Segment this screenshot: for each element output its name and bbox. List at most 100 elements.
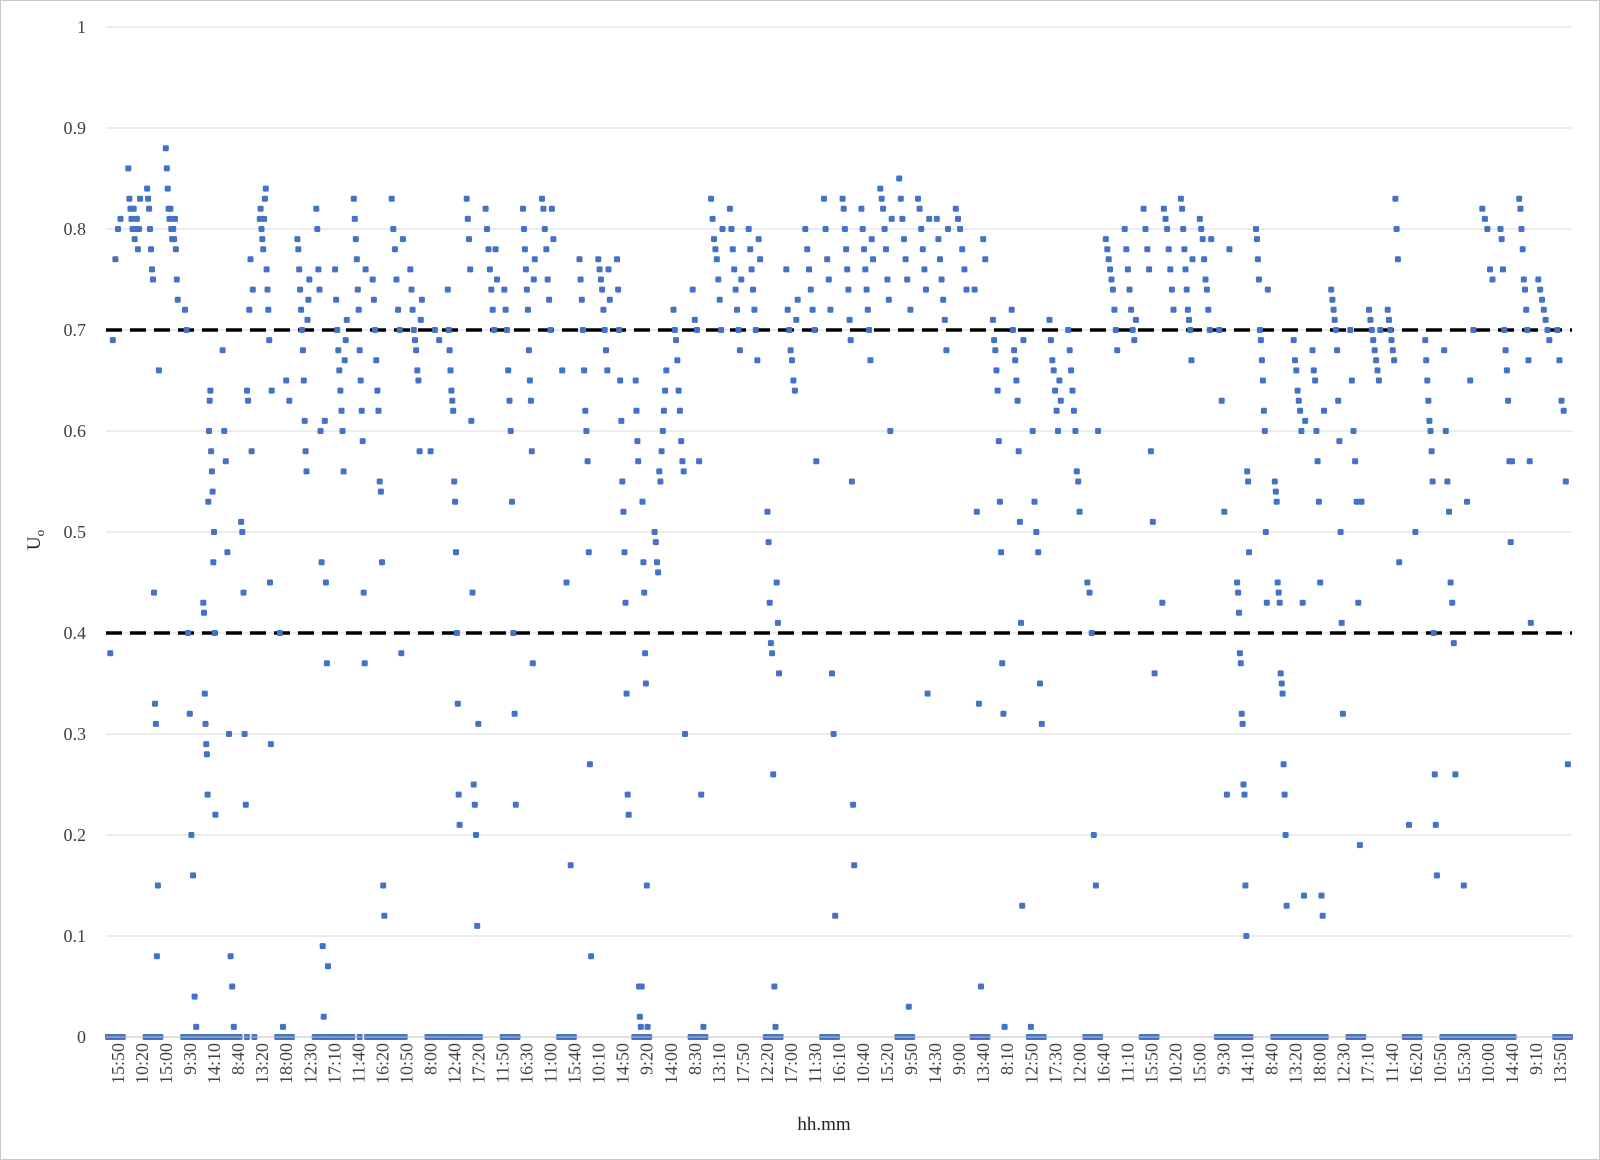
- data-point: [1165, 246, 1172, 253]
- x-tick-label: 16:40: [1093, 1043, 1113, 1084]
- x-tick-label: 13:20: [1286, 1043, 1306, 1084]
- data-point: [1253, 226, 1259, 232]
- data-point: [1196, 215, 1203, 222]
- data-point: [603, 347, 609, 354]
- data-point: [921, 266, 928, 273]
- data-point: [1202, 276, 1209, 283]
- data-point: [186, 710, 193, 717]
- x-tick-label: 9:50: [901, 1043, 921, 1075]
- data-point: [453, 549, 459, 556]
- data-point: [1069, 387, 1076, 394]
- data-point: [501, 286, 508, 293]
- data-point: [229, 983, 236, 990]
- data-point: [897, 195, 904, 202]
- data-point: [696, 458, 703, 465]
- data-point: [206, 428, 212, 434]
- data-point: [633, 407, 640, 414]
- data-point: [709, 215, 716, 222]
- data-point: [204, 791, 211, 798]
- data-point: [1502, 347, 1509, 354]
- data-point: [1049, 357, 1056, 364]
- data-point: [317, 428, 324, 434]
- data-point: [1258, 357, 1265, 364]
- data-point: [125, 165, 132, 172]
- data-point: [414, 367, 421, 374]
- data-point: [1095, 428, 1102, 434]
- data-point: [959, 246, 966, 253]
- data-point: [1020, 337, 1027, 344]
- data-point: [614, 256, 620, 263]
- data-point: [521, 226, 527, 232]
- x-tick-label: 13:10: [709, 1043, 729, 1084]
- data-point: [506, 397, 513, 404]
- data-point: [264, 286, 271, 293]
- data-point: [305, 296, 312, 303]
- data-point: [1035, 549, 1042, 556]
- data-point: [615, 286, 622, 293]
- data-point: [377, 488, 384, 495]
- data-point: [1393, 226, 1400, 232]
- data-point: [1092, 882, 1099, 889]
- data-point: [145, 195, 152, 202]
- data-point: [268, 387, 275, 394]
- data-point: [640, 559, 647, 566]
- data-point: [1387, 327, 1394, 333]
- data-point: [239, 529, 246, 535]
- data-point: [203, 751, 210, 758]
- data-point: [1452, 771, 1459, 778]
- data-point: [172, 246, 179, 253]
- data-point: [1318, 892, 1325, 899]
- data-point: [718, 327, 725, 333]
- data-points: [105, 145, 1573, 1040]
- data-point: [1075, 478, 1082, 485]
- data-point: [1498, 236, 1505, 243]
- data-point: [1072, 428, 1079, 434]
- data-point: [884, 276, 891, 283]
- data-point: [543, 246, 550, 253]
- data-point: [711, 236, 717, 243]
- x-tick-label: 11:10: [1117, 1043, 1137, 1083]
- data-point: [864, 306, 871, 313]
- x-tick-label: 16:20: [1406, 1043, 1426, 1084]
- data-point: [469, 589, 476, 596]
- data-point: [1522, 286, 1528, 293]
- data-point: [335, 347, 342, 354]
- data-point: [155, 367, 162, 374]
- data-point: [248, 448, 255, 455]
- data-point: [634, 438, 641, 445]
- data-point: [150, 276, 156, 283]
- data-point: [502, 306, 509, 313]
- data-point: [524, 306, 531, 313]
- data-point: [488, 286, 495, 293]
- data-point: [676, 407, 683, 414]
- data-point: [941, 316, 948, 323]
- data-point: [651, 529, 658, 535]
- data-point: [973, 508, 980, 515]
- data-point: [858, 205, 865, 212]
- data-point: [1295, 397, 1302, 404]
- x-tick-label: 11:00: [541, 1043, 561, 1083]
- data-point: [904, 276, 911, 283]
- data-point: [662, 387, 669, 394]
- data-point: [1199, 236, 1206, 243]
- data-point: [748, 266, 755, 273]
- data-point: [359, 438, 366, 445]
- x-tick-label: 13:40: [973, 1043, 993, 1084]
- data-point: [1277, 670, 1284, 677]
- data-point: [1278, 680, 1285, 687]
- data-point: [202, 720, 209, 727]
- data-point: [784, 306, 791, 313]
- data-point: [1426, 417, 1433, 424]
- x-tick-label: 16:10: [829, 1043, 849, 1084]
- x-tick-label: 16:30: [517, 1043, 537, 1084]
- data-point: [583, 428, 590, 434]
- data-point: [1338, 619, 1345, 626]
- data-point: [1235, 589, 1242, 596]
- data-point: [1546, 337, 1553, 344]
- data-point: [1425, 397, 1432, 404]
- data-point: [887, 428, 894, 434]
- data-point: [679, 458, 686, 465]
- data-point: [1489, 276, 1496, 283]
- x-tick-label: 11:30: [805, 1043, 825, 1083]
- data-point: [885, 296, 892, 303]
